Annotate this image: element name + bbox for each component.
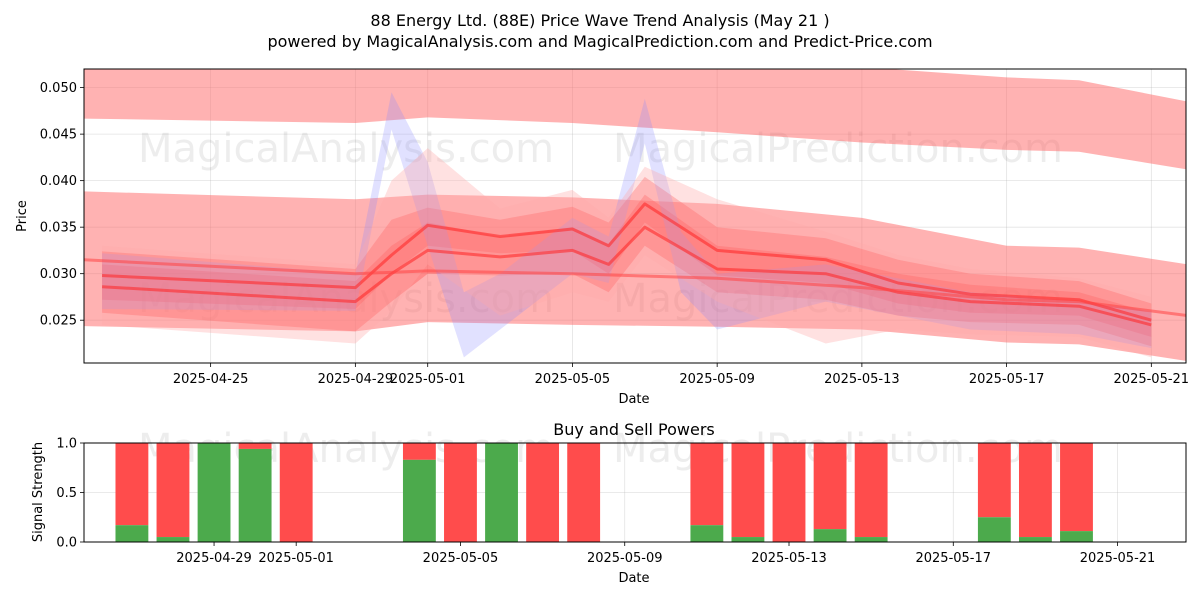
sell-bar bbox=[772, 443, 806, 542]
buy-sell-y-tick-label: 0.0 bbox=[56, 536, 77, 551]
buy-bar bbox=[156, 537, 190, 542]
price-x-tick-label: 2025-04-25 bbox=[173, 372, 249, 387]
sell-bar bbox=[238, 443, 272, 449]
price-x-tick-label: 2025-05-17 bbox=[969, 372, 1045, 387]
price-axes-frame bbox=[83, 68, 1187, 364]
price-y-tick-label: 0.045 bbox=[40, 128, 77, 143]
sell-bar bbox=[444, 443, 477, 542]
band-wave-band-red-1 bbox=[102, 176, 1152, 337]
buy-bar bbox=[115, 525, 149, 542]
price-y-tick-label: 0.030 bbox=[40, 267, 77, 282]
price-plot-area bbox=[84, 69, 1186, 361]
price-x-tick-label: 2025-04-29 bbox=[318, 372, 394, 387]
buy-sell-x-label: Date bbox=[618, 571, 649, 586]
sell-bar bbox=[731, 443, 765, 538]
buy-bar bbox=[402, 459, 436, 542]
buy-bar bbox=[238, 448, 272, 542]
price-x-tick-label: 2025-05-13 bbox=[824, 372, 900, 387]
buy-sell-x-tick-label: 2025-05-17 bbox=[915, 551, 991, 566]
sell-bar bbox=[1018, 443, 1052, 538]
price-y-ticks: 0.025 0.030 0.035 0.040 0.045 0.050 bbox=[40, 81, 84, 329]
buy-sell-x-ticks: 2025-04-29 2025-05-01 2025-05-05 2025-05-09… bbox=[176, 542, 1155, 566]
buy-sell-y-tick-label: 0.5 bbox=[56, 486, 77, 501]
price-y-tick-label: 0.050 bbox=[40, 81, 77, 96]
buy-bar bbox=[854, 537, 888, 542]
price-y-label: Price bbox=[15, 200, 30, 232]
band-upper-channel bbox=[84, 69, 1186, 170]
sell-bar bbox=[526, 443, 560, 542]
price-x-tick-label: 2025-05-21 bbox=[1114, 372, 1190, 387]
buy-sell-x-tick-label: 2025-05-05 bbox=[423, 551, 499, 566]
price-x-tick-label: 2025-05-09 bbox=[679, 372, 755, 387]
buy-sell-x-tick-label: 2025-05-09 bbox=[587, 551, 663, 566]
buy-sell-x-tick-label: 2025-05-01 bbox=[258, 551, 334, 566]
buy-sell-x-tick-label: 2025-05-13 bbox=[751, 551, 827, 566]
buy-bar bbox=[485, 443, 518, 542]
band-wave-band-red-2 bbox=[102, 194, 1152, 347]
buy-sell-x-tick-label: 2025-04-29 bbox=[176, 551, 252, 566]
chart-title: 88 Energy Ltd. (88E) Price Wave Trend An… bbox=[370, 11, 829, 30]
buy-bar bbox=[1060, 531, 1093, 542]
price-x-tick-label: 2025-05-05 bbox=[535, 372, 611, 387]
sell-bar bbox=[279, 443, 313, 542]
series-wave-line-2 bbox=[102, 225, 1152, 327]
price-y-tick-label: 0.025 bbox=[40, 314, 77, 329]
series-trend-line bbox=[84, 258, 1186, 317]
price-wave-chart: MagicalAnalysis.com MagicalPrediction.com… bbox=[15, 68, 1189, 407]
buy-sell-y-tick-label: 1.0 bbox=[56, 437, 77, 452]
watermark-text: MagicalAnalysis.com bbox=[138, 126, 554, 172]
buy-sell-x-tick-label: 2025-05-21 bbox=[1080, 551, 1156, 566]
series-wave-line-1 bbox=[102, 202, 1152, 322]
chart-subtitle: powered by MagicalAnalysis.com and Magic… bbox=[267, 32, 932, 51]
buy-bar bbox=[690, 525, 724, 542]
buy-bar bbox=[813, 529, 847, 542]
price-y-tick-label: 0.035 bbox=[40, 221, 77, 236]
band-wave-band-pink bbox=[102, 148, 1152, 358]
sell-bar bbox=[402, 443, 436, 460]
buy-sell-title: Buy and Sell Powers bbox=[553, 420, 715, 439]
price-y-tick-label: 0.040 bbox=[40, 174, 77, 189]
sell-bar bbox=[977, 443, 1011, 518]
sell-bar bbox=[1060, 443, 1093, 532]
buy-sell-y-ticks: 0.0 0.5 1.0 bbox=[56, 437, 84, 551]
price-x-tick-label: 2025-05-01 bbox=[390, 372, 466, 387]
buy-bar bbox=[1018, 537, 1052, 542]
sell-bar bbox=[690, 443, 724, 526]
sell-bar bbox=[156, 443, 190, 538]
buy-bar bbox=[731, 537, 765, 542]
buy-sell-y-label: Signal Strength bbox=[31, 442, 46, 542]
sell-bar bbox=[567, 443, 601, 542]
sell-bar bbox=[115, 443, 149, 526]
sell-bar bbox=[813, 443, 847, 530]
sell-bar bbox=[854, 443, 888, 538]
buy-sell-chart: Buy and Sell Powers MagicalAnalysis.comM… bbox=[31, 420, 1187, 586]
buy-sell-plot-area bbox=[115, 443, 1093, 542]
buy-bar bbox=[977, 517, 1011, 542]
buy-bar bbox=[197, 443, 231, 542]
price-x-label: Date bbox=[618, 392, 649, 407]
